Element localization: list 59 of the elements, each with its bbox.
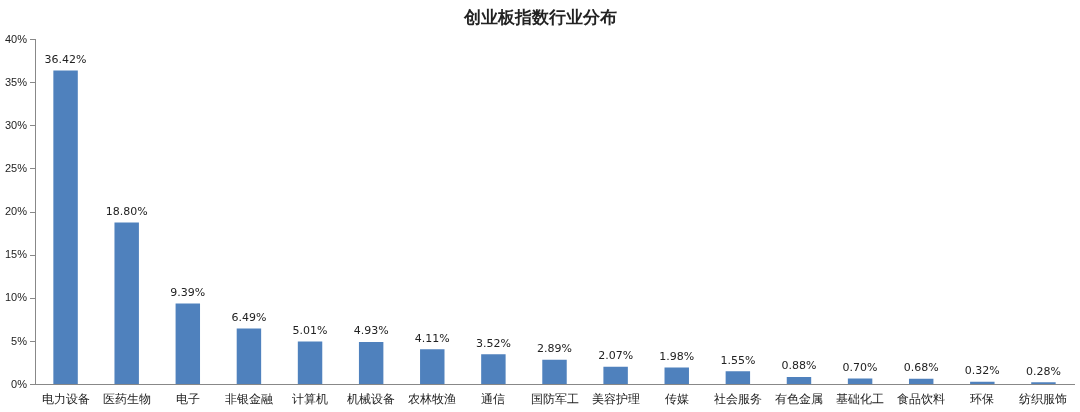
bar	[358, 342, 384, 385]
data-label: 18.80%	[105, 204, 148, 218]
y-tick-label: 25%	[4, 162, 28, 175]
x-tick-label: 食品饮料	[897, 392, 946, 407]
y-tick-label: 30%	[4, 118, 28, 131]
bar	[481, 354, 506, 385]
data-label: 4.11%	[414, 331, 450, 345]
bar	[542, 359, 567, 385]
bar	[664, 367, 689, 385]
data-label: 2.89%	[537, 342, 572, 356]
bar	[908, 378, 934, 385]
bar	[114, 222, 139, 385]
x-tick-label: 传媒	[664, 392, 689, 407]
x-tick-label: 非银金融	[224, 392, 273, 407]
y-tick-label: 15%	[4, 248, 28, 261]
x-tick-label: 医药生物	[102, 392, 151, 407]
bar	[236, 328, 262, 385]
bar	[420, 349, 445, 385]
y-tick-label: 35%	[4, 75, 28, 88]
x-tick-label: 计算机	[292, 392, 329, 407]
x-tick-label: 环保	[970, 392, 995, 407]
x-tick-label: 通信	[481, 392, 506, 407]
data-label: 0.88%	[781, 359, 817, 373]
data-label: 0.28%	[1025, 364, 1061, 378]
x-tick-label: 美容护理	[591, 392, 640, 407]
x-tick-label: 机械设备	[347, 392, 396, 407]
data-label: 4.93%	[353, 324, 389, 338]
x-tick-label: 电力设备	[41, 392, 90, 407]
bar	[175, 303, 201, 385]
y-tick-label: 20%	[4, 205, 28, 218]
x-tick-label: 农林牧渔	[408, 392, 457, 407]
y-tick-label: 40%	[4, 32, 28, 45]
data-label: 36.42%	[44, 52, 87, 66]
data-label: 0.32%	[964, 364, 1000, 378]
x-tick-label: 基础化工	[836, 392, 885, 407]
x-tick-label: 社会服务	[713, 392, 762, 407]
bar	[603, 366, 628, 385]
chart-title: 创业板指数行业分布	[462, 6, 618, 29]
bar	[297, 341, 323, 385]
data-label: 3.52%	[475, 336, 511, 350]
data-label: 1.98%	[659, 349, 695, 363]
x-tick-label: 纺织服饰	[1019, 392, 1068, 407]
x-tick-label: 电子	[175, 392, 200, 407]
bar	[725, 371, 751, 385]
bar	[970, 381, 995, 385]
y-tick-label: 10%	[4, 291, 28, 304]
x-tick-label: 国防军工	[530, 392, 579, 407]
y-tick-label: 5%	[11, 334, 28, 347]
data-label: 2.07%	[598, 349, 634, 363]
y-tick-label: 0%	[11, 377, 28, 390]
data-label: 1.55%	[720, 353, 756, 367]
bar	[786, 377, 812, 385]
bar	[53, 70, 78, 385]
data-label: 6.49%	[231, 310, 267, 324]
data-label: 9.39%	[170, 285, 206, 299]
data-label: 0.68%	[903, 361, 939, 375]
data-label: 0.70%	[842, 360, 878, 374]
x-tick-label: 有色金属	[774, 392, 823, 407]
data-label: 5.01%	[292, 323, 328, 337]
